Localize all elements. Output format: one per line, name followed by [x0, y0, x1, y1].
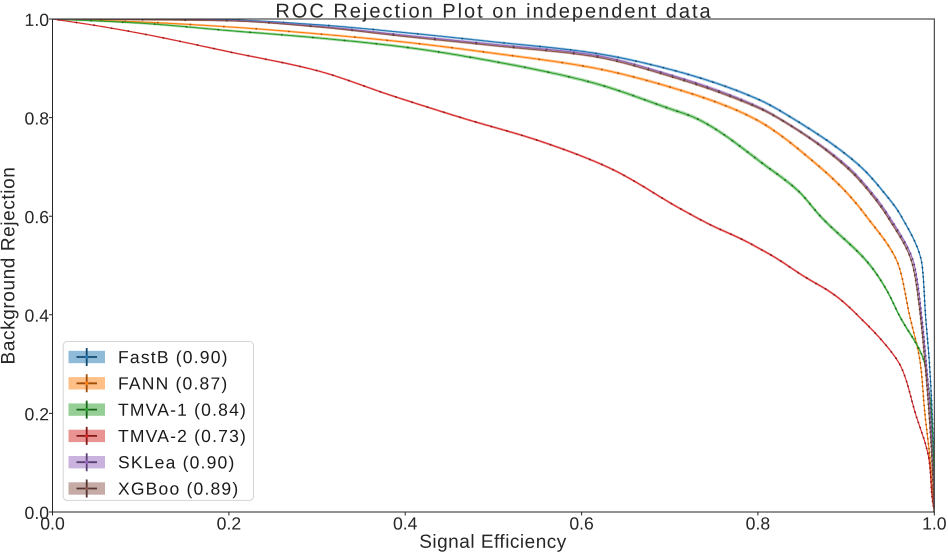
svg-text:Background Rejection: Background Rejection [0, 167, 20, 365]
svg-text:0.6: 0.6 [25, 207, 50, 227]
svg-text:0.0: 0.0 [25, 503, 50, 523]
svg-text:FANN (0.87): FANN (0.87) [118, 373, 228, 393]
svg-text:XGBoo (0.89): XGBoo (0.89) [118, 479, 239, 499]
svg-text:1.0: 1.0 [25, 10, 50, 30]
svg-text:0.8: 0.8 [25, 108, 50, 128]
svg-text:0.2: 0.2 [217, 513, 241, 533]
svg-text:0.2: 0.2 [25, 404, 49, 424]
svg-text:ROC Rejection Plot on independ: ROC Rejection Plot on independent data [275, 0, 712, 22]
svg-text:SKLea (0.90): SKLea (0.90) [118, 452, 236, 472]
svg-text:0.4: 0.4 [25, 306, 50, 326]
svg-text:1.0: 1.0 [922, 513, 947, 533]
svg-text:TMVA-1 (0.84): TMVA-1 (0.84) [118, 400, 247, 420]
svg-text:0.0: 0.0 [40, 513, 65, 533]
svg-text:TMVA-2 (0.73): TMVA-2 (0.73) [118, 426, 247, 446]
svg-text:Signal Efficiency: Signal Efficiency [419, 532, 567, 552]
svg-text:FastB (0.90): FastB (0.90) [118, 347, 229, 367]
svg-text:0.8: 0.8 [746, 513, 771, 533]
svg-text:0.4: 0.4 [393, 513, 418, 533]
svg-text:0.6: 0.6 [569, 513, 594, 533]
